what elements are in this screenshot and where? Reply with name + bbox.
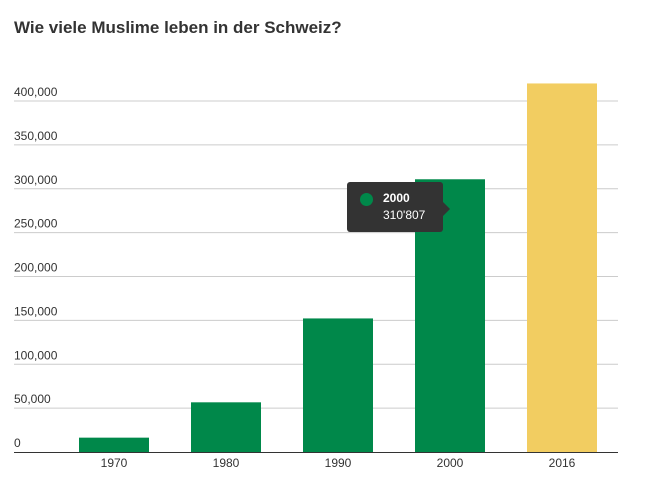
y-tick-label: 150,000 xyxy=(14,304,58,318)
x-tick-label: 1980 xyxy=(213,456,240,470)
x-tick-label: 1990 xyxy=(325,456,352,470)
y-tick-label: 200,000 xyxy=(14,261,58,275)
tooltip-value: 310'807 xyxy=(383,208,426,222)
tooltip-series-dot xyxy=(360,193,373,206)
y-tick-label: 250,000 xyxy=(14,217,58,231)
bar-1980[interactable] xyxy=(191,402,261,452)
x-axis-ticks: 1970 1980 1990 2000 2016 xyxy=(101,456,576,470)
bar-1990[interactable] xyxy=(303,318,373,452)
chart-title: Wie viele Muslime leben in der Schweiz? xyxy=(14,18,342,37)
y-tick-label: 50,000 xyxy=(14,392,51,406)
x-tick-label: 2016 xyxy=(549,456,576,470)
y-tick-label: 300,000 xyxy=(14,173,58,187)
tooltip-category: 2000 xyxy=(383,191,410,205)
bar-2016[interactable] xyxy=(527,83,597,452)
y-tick-label: 350,000 xyxy=(14,129,58,143)
x-tick-label: 2000 xyxy=(437,456,464,470)
y-tick-label: 400,000 xyxy=(14,85,58,99)
bars xyxy=(79,83,597,453)
y-axis-ticks: 0 50,000 100,000 150,000 200,000 250,000 300,0… xyxy=(14,85,58,450)
y-tick-label: 100,000 xyxy=(14,348,58,362)
bar-tooltip: 2000 310'807 xyxy=(347,182,450,232)
bar-1970[interactable] xyxy=(79,437,149,452)
y-tick-label: 0 xyxy=(14,436,21,450)
x-tick-label: 1970 xyxy=(101,456,128,470)
